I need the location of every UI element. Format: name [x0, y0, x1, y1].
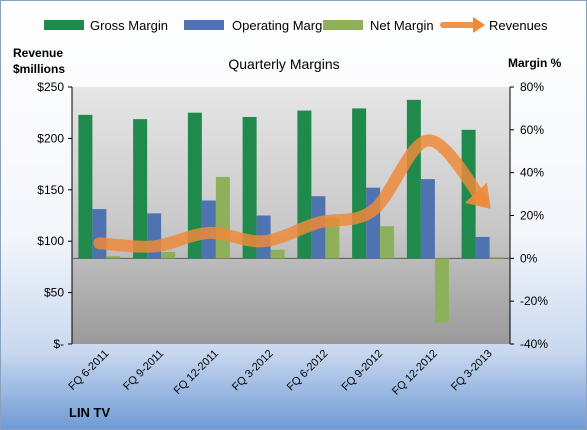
- axes: $- $50 $100 $150 $200 $250 -40% -20% 0% 20% 40% 60%…: [37, 80, 548, 351]
- bar-net-margin: [325, 217, 340, 259]
- bar-gross-margin: [352, 108, 367, 259]
- category-label: FQ 9-2012: [340, 348, 386, 394]
- category-label: FQ 3-2013: [449, 348, 495, 394]
- chart-title: Quarterly Margins: [228, 56, 339, 72]
- legend-label-net-margin: Net Margin: [370, 18, 434, 33]
- bar-net-margin: [161, 251, 176, 259]
- right-axis-label: Margin %: [508, 56, 562, 70]
- bar-net-margin: [380, 226, 395, 259]
- legend-swatch-operating-margin: [184, 20, 224, 30]
- bar-gross-margin: [133, 119, 148, 259]
- right-tick-label: 0%: [520, 251, 538, 265]
- left-axis-label-line2: $millions: [13, 62, 65, 76]
- bar-operating-margin: [92, 209, 107, 259]
- right-tick-label: -20%: [520, 294, 548, 308]
- bar-gross-margin: [242, 116, 257, 259]
- bar-gross-margin: [78, 114, 93, 259]
- left-tick-label: $250: [37, 80, 64, 94]
- left-tick-label: $50: [44, 286, 64, 300]
- bar-net-margin: [106, 256, 121, 259]
- bar-gross-margin: [187, 112, 202, 259]
- bar-operating-margin: [420, 179, 435, 259]
- right-tick-label: 80%: [520, 80, 544, 94]
- bar-operating-margin: [475, 236, 490, 259]
- category-label: FQ 12-2012: [390, 348, 440, 398]
- legend-swatch-net-margin: [323, 20, 363, 30]
- revenue-arrowhead: [464, 182, 491, 209]
- left-tick-label: $-: [53, 337, 64, 351]
- category-label: FQ 6-2012: [285, 348, 331, 394]
- revenue-series: [93, 134, 491, 253]
- revenue-line: [93, 134, 489, 253]
- legend-label-revenues: Revenues: [489, 18, 548, 33]
- category-label: FQ 12-2011: [172, 348, 221, 397]
- right-tick-label: -40%: [520, 337, 548, 351]
- category-label: FQ 9-2011: [121, 348, 166, 393]
- bar-net-margin: [270, 249, 285, 259]
- bar-net-margin: [434, 258, 449, 323]
- left-tick-label: $200: [37, 131, 64, 145]
- right-tick-label: 20%: [520, 209, 544, 223]
- legend-swatch-revenues: [440, 17, 485, 33]
- left-tick-label: $100: [37, 234, 64, 248]
- legend-swatch-gross-margin: [44, 20, 84, 30]
- category-labels: FQ 6-2011 FQ 9-2011 FQ 12-2011 FQ 3-2012 FQ …: [66, 348, 494, 398]
- brand-label: LIN TV: [69, 405, 110, 420]
- legend-label-operating-margin: Operating Margin: [232, 18, 332, 33]
- category-label: FQ 6-2011: [66, 348, 111, 393]
- right-tick-label: 40%: [520, 166, 544, 180]
- left-tick-label: $150: [37, 183, 64, 197]
- right-tick-label: 60%: [520, 123, 544, 137]
- category-label: FQ 3-2012: [230, 348, 276, 394]
- bar-gross-margin: [461, 129, 476, 259]
- legend: Gross Margin Operating Margin Net Margin…: [44, 17, 548, 33]
- bar-net-margin: [489, 257, 504, 259]
- left-axis-label-line1: Revenue: [13, 46, 63, 60]
- bar-net-margin: [215, 176, 230, 259]
- bar-gross-margin: [406, 99, 421, 259]
- legend-label-gross-margin: Gross Margin: [90, 18, 168, 33]
